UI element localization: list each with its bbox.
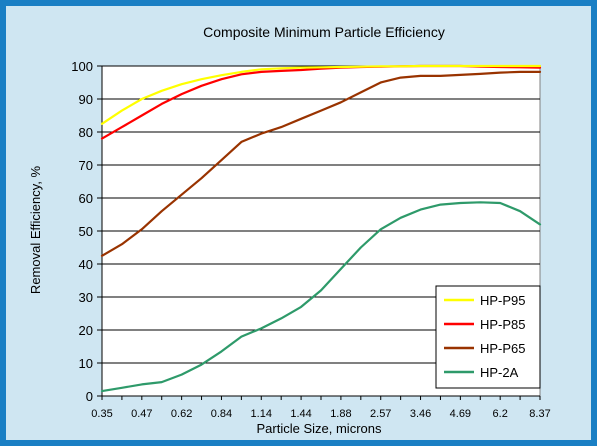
x-tick-label: 0.47 xyxy=(131,408,152,420)
y-tick-label: 80 xyxy=(79,125,93,140)
y-axis-label: Removal Efficiency, % xyxy=(28,166,43,295)
legend-label: HP-P95 xyxy=(480,293,526,308)
x-tick-label: 3.46 xyxy=(410,408,431,420)
chart-title: Composite Minimum Particle Efficiency xyxy=(203,24,445,40)
x-tick-label: 6.2 xyxy=(493,408,508,420)
x-tick-label: 1.44 xyxy=(290,408,311,420)
x-tick-label: 0.62 xyxy=(171,408,192,420)
y-tick-label: 30 xyxy=(79,290,93,305)
x-tick-label: 2.57 xyxy=(370,408,391,420)
x-tick-label: 0.84 xyxy=(211,408,232,420)
x-axis-ticks: 0.35 0.47 0.62 0.84 1.14 1.44 1.88 2.57 3.46 4.69… xyxy=(91,396,551,420)
chart-background: Composite Minimum Particle Efficiency 0 1… xyxy=(6,6,591,440)
y-tick-label: 100 xyxy=(71,59,93,74)
y-tick-label: 0 xyxy=(86,389,93,404)
x-axis-label: Particle Size, microns xyxy=(257,421,382,436)
y-tick-label: 70 xyxy=(79,158,93,173)
y-tick-label: 10 xyxy=(79,356,93,371)
line-chart: Composite Minimum Particle Efficiency 0 1… xyxy=(28,24,551,436)
y-tick-label: 50 xyxy=(79,224,93,239)
x-tick-label: 0.35 xyxy=(91,408,112,420)
series-lines xyxy=(100,64,542,393)
x-tick-label: 1.14 xyxy=(251,408,272,420)
y-tick-label: 90 xyxy=(79,92,93,107)
x-tick-label: 8.37 xyxy=(529,408,550,420)
y-tick-label: 20 xyxy=(79,323,93,338)
legend: HP-P95 HP-P85 HP-P65 HP-2A xyxy=(435,285,541,389)
y-tick-label: 40 xyxy=(79,257,93,272)
legend-label: HP-2A xyxy=(480,365,519,380)
x-tick-label: 1.88 xyxy=(330,408,351,420)
y-tick-label: 60 xyxy=(79,191,93,206)
legend-label: HP-P65 xyxy=(480,341,526,356)
legend-label: HP-P85 xyxy=(480,317,526,332)
y-axis-ticks: 0 10 20 30 40 50 60 70 80 90 100 xyxy=(71,59,540,404)
x-tick-label: 4.69 xyxy=(450,408,471,420)
series-line-hp-p95 xyxy=(100,64,542,125)
series-line-hp-p65 xyxy=(100,70,542,257)
series-line-hp-2a xyxy=(100,201,542,393)
